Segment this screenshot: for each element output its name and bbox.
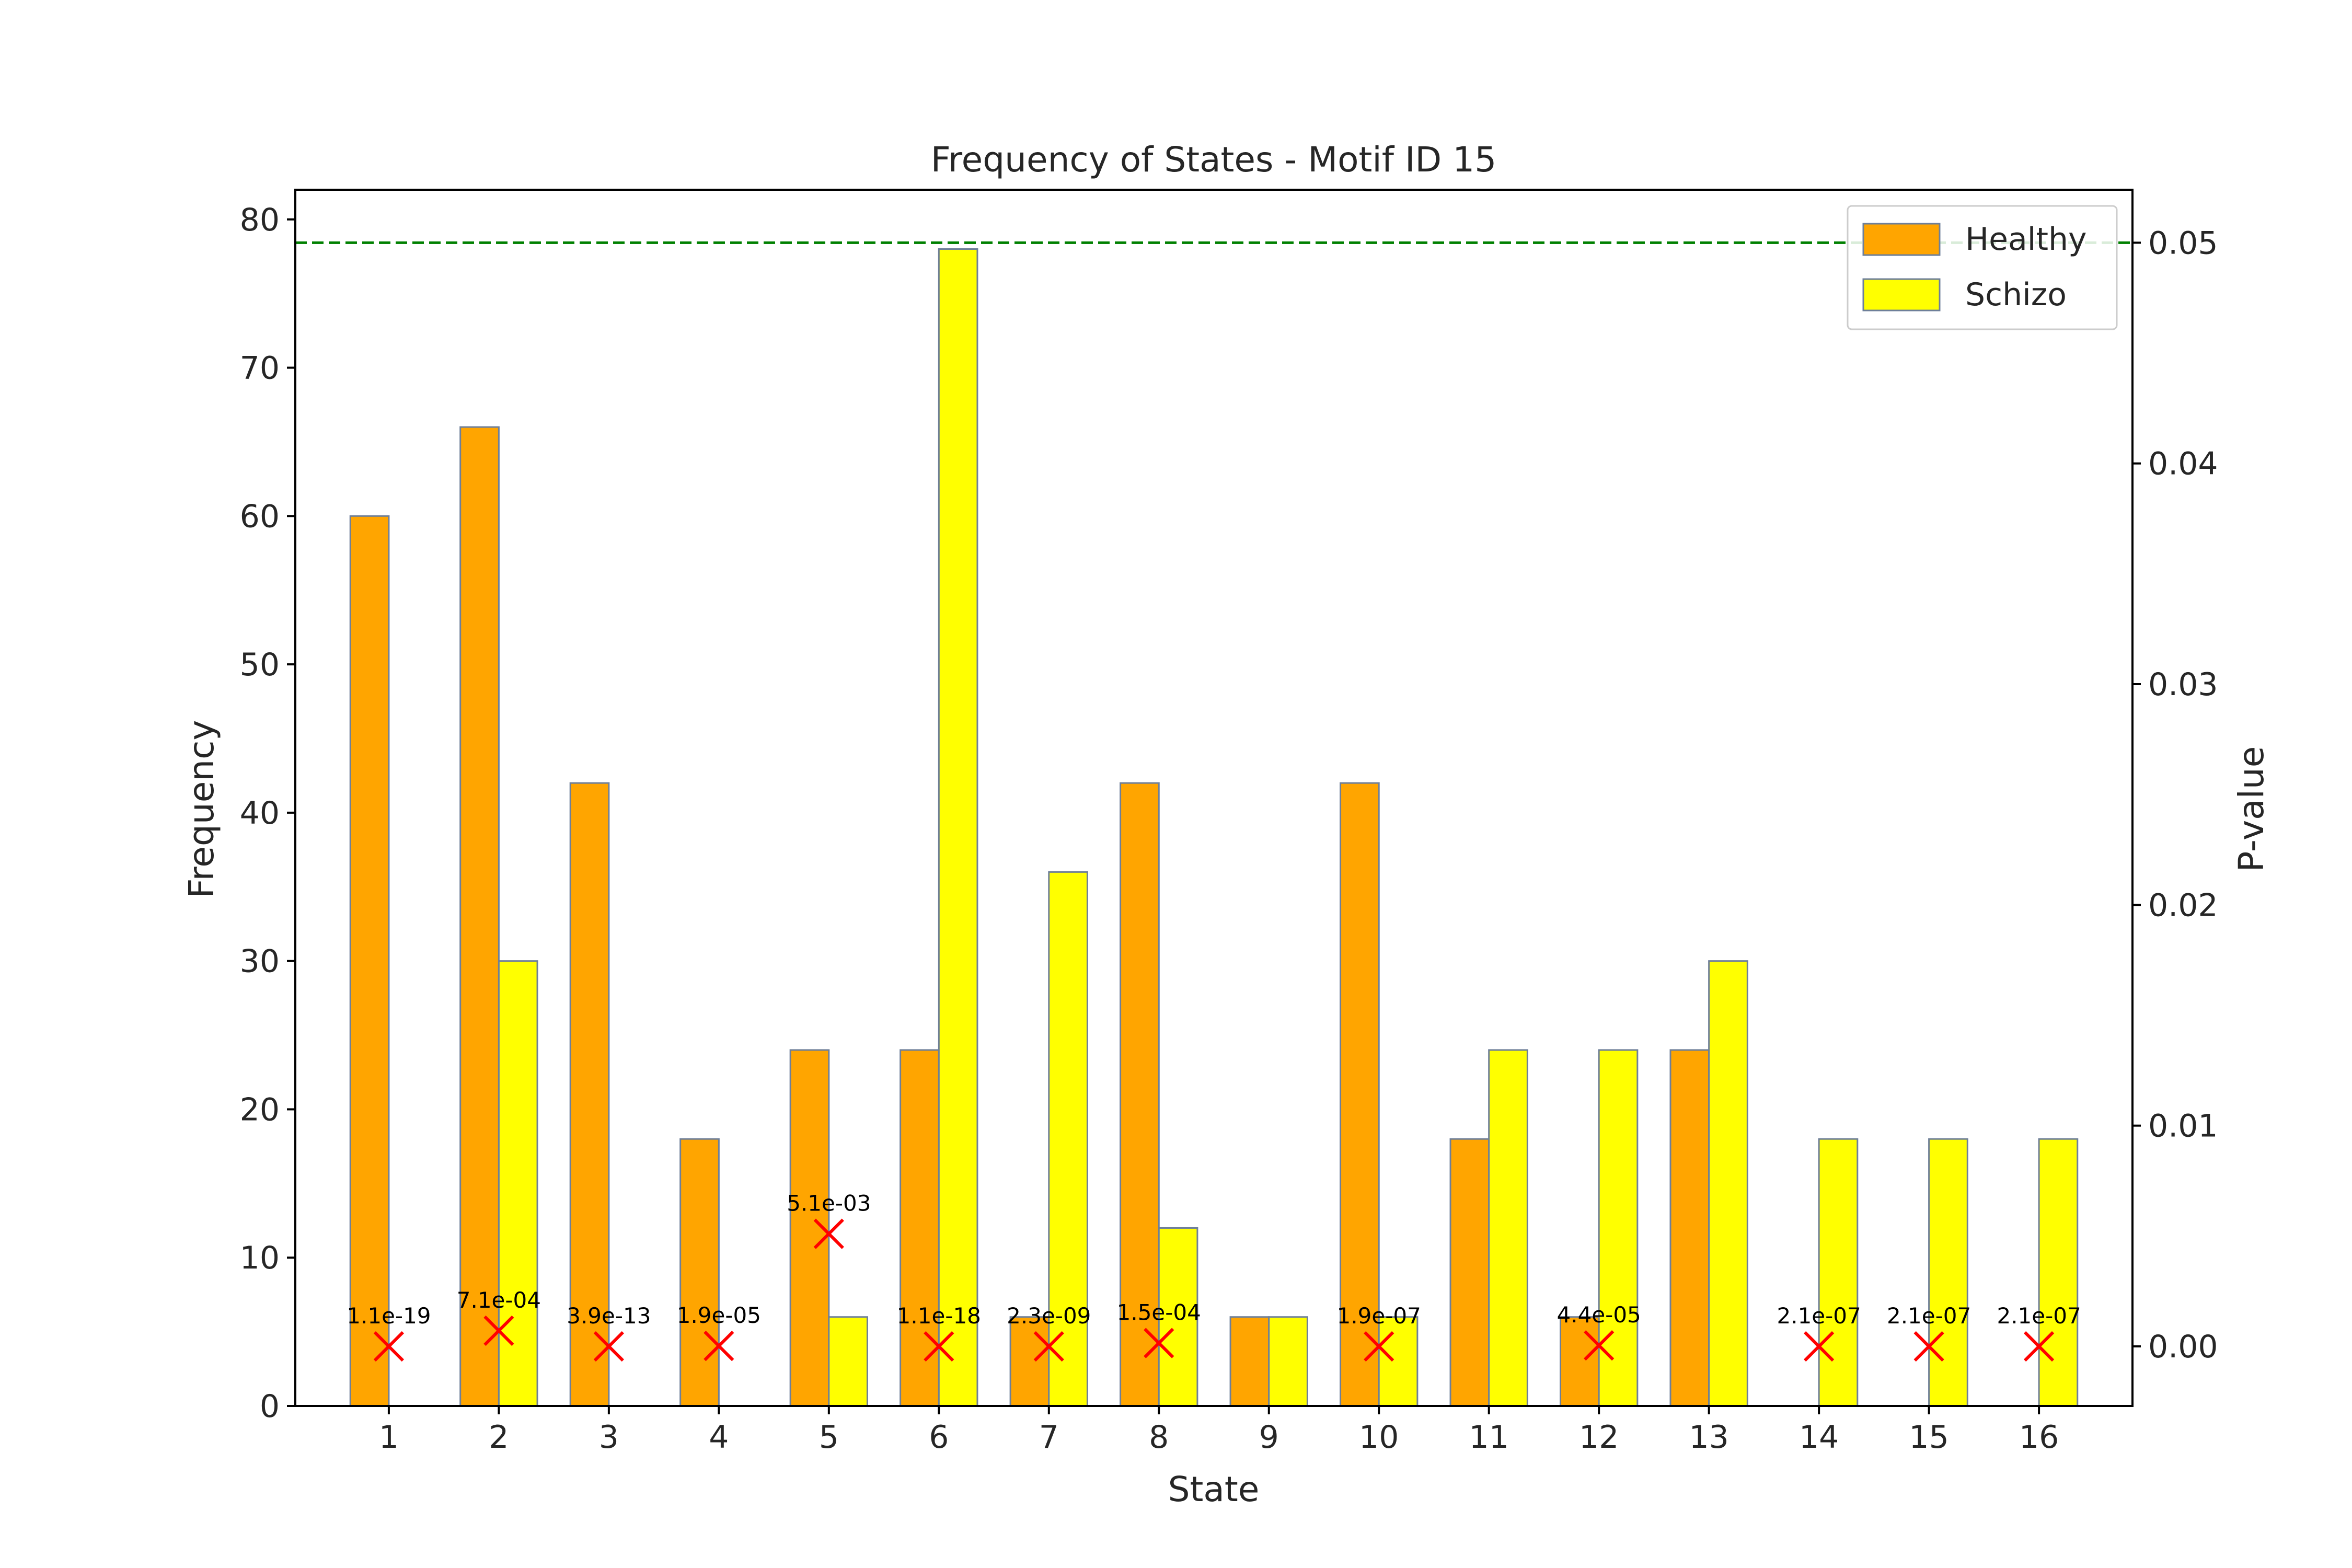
y-tick-label: 0	[260, 1388, 280, 1425]
x-tick-label: 8	[1149, 1419, 1169, 1456]
plot-frame	[294, 189, 2134, 1407]
y2-axis-label: P-value	[2231, 746, 2272, 872]
y-tick-label: 80	[240, 202, 280, 238]
y-axis-label: Frequency	[181, 720, 222, 898]
pvalue-label-state-2: 7.1e-04	[457, 1287, 541, 1313]
x-tick-label: 12	[1579, 1419, 1619, 1456]
y2-tick-label: 0.02	[2148, 887, 2218, 924]
y-tick-label: 10	[240, 1240, 280, 1276]
pvalue-label-state-5: 5.1e-03	[787, 1191, 871, 1216]
pvalue-marker-state-10	[1364, 1331, 1394, 1362]
pvalue-label-state-1: 1.1e-19	[347, 1303, 431, 1329]
legend-swatch-schizo	[1862, 278, 1941, 312]
pvalue-label-state-16: 2.1e-07	[1997, 1303, 2081, 1329]
pvalue-marker-state-4	[704, 1331, 734, 1362]
legend-label-schizo: Schizo	[1965, 276, 2067, 313]
bar-schizo-state-8	[1158, 1227, 1198, 1407]
pvalue-marker-state-5	[813, 1218, 844, 1249]
y-tick-label: 20	[240, 1091, 280, 1128]
bar-healthy-state-13	[1669, 1049, 1710, 1407]
bar-healthy-state-2	[459, 426, 500, 1407]
bar-schizo-state-13	[1708, 960, 1748, 1407]
bar-schizo-state-5	[828, 1316, 868, 1407]
bar-schizo-state-16	[2038, 1138, 2079, 1407]
pvalue-marker-state-8	[1144, 1328, 1174, 1358]
pvalue-marker-state-14	[1804, 1331, 1835, 1362]
pvalue-label-state-8: 1.5e-04	[1117, 1300, 1201, 1325]
bar-schizo-state-14	[1818, 1138, 1859, 1407]
y2-tick-label: 0.00	[2148, 1329, 2218, 1365]
bar-healthy-state-1	[349, 515, 390, 1407]
bar-schizo-state-10	[1378, 1316, 1419, 1407]
x-tick-label: 10	[1359, 1419, 1399, 1456]
x-tick-label: 9	[1259, 1419, 1279, 1456]
bar-schizo-state-12	[1598, 1049, 1639, 1407]
bar-schizo-state-6	[938, 248, 978, 1407]
y-tick-label: 30	[240, 943, 280, 980]
x-axis-label: State	[1168, 1469, 1260, 1509]
bar-schizo-state-2	[498, 960, 538, 1407]
legend: Healthy Schizo	[1847, 205, 2118, 330]
bar-healthy-state-10	[1340, 782, 1380, 1407]
legend-label-healthy: Healthy	[1965, 221, 2087, 258]
bar-healthy-state-4	[679, 1138, 720, 1407]
pvalue-label-state-12: 4.4e-05	[1557, 1302, 1641, 1328]
x-tick-label: 7	[1039, 1419, 1059, 1456]
bar-healthy-state-8	[1120, 782, 1160, 1407]
pvalue-marker-state-3	[593, 1331, 624, 1362]
x-tick-label: 1	[379, 1419, 399, 1456]
pvalue-marker-state-16	[2023, 1331, 2055, 1362]
pvalue-marker-state-2	[483, 1315, 514, 1346]
pvalue-label-state-15: 2.1e-07	[1887, 1303, 1971, 1329]
pvalue-label-state-10: 1.9e-07	[1337, 1303, 1421, 1329]
y-tick-label: 50	[240, 647, 280, 683]
bar-healthy-state-11	[1449, 1138, 1490, 1407]
bar-schizo-state-7	[1048, 871, 1088, 1407]
bar-schizo-state-9	[1268, 1316, 1308, 1407]
x-tick-label: 13	[1689, 1419, 1728, 1456]
x-tick-label: 14	[1799, 1419, 1839, 1456]
y2-tick-label: 0.03	[2148, 666, 2218, 703]
legend-swatch-healthy	[1862, 223, 1941, 256]
x-tick-label: 6	[929, 1419, 949, 1456]
y2-tick-label: 0.04	[2148, 446, 2218, 482]
y-tick-label: 60	[240, 498, 280, 535]
pvalue-label-state-3: 3.9e-13	[567, 1303, 651, 1329]
pvalue-marker-state-12	[1584, 1330, 1615, 1361]
pvalue-label-state-7: 2.3e-09	[1007, 1303, 1091, 1329]
y2-tick-label: 0.01	[2148, 1108, 2218, 1145]
x-tick-label: 4	[709, 1419, 729, 1456]
x-tick-label: 2	[489, 1419, 509, 1456]
pvalue-label-state-14: 2.1e-07	[1777, 1303, 1861, 1329]
x-tick-label: 5	[819, 1419, 839, 1456]
bar-healthy-state-9	[1229, 1316, 1270, 1407]
bar-healthy-state-12	[1560, 1316, 1600, 1407]
x-tick-label: 3	[599, 1419, 619, 1456]
plot-area: 1.1e-19 7.1e-04 3.9e-13 1.9e-05 5.1e-03 1.1e-…	[240, 189, 2218, 1456]
pvalue-marker-state-6	[924, 1331, 954, 1362]
pvalue-marker-state-1	[373, 1331, 405, 1362]
pvalue-marker-state-15	[1913, 1331, 1944, 1362]
x-tick-label: 11	[1469, 1419, 1509, 1456]
y2-tick-label: 0.05	[2148, 225, 2218, 261]
bar-schizo-state-11	[1488, 1049, 1528, 1407]
bar-healthy-state-3	[569, 782, 610, 1407]
x-tick-label: 16	[2019, 1419, 2059, 1456]
x-tick-label: 15	[1909, 1419, 1949, 1456]
bar-schizo-state-15	[1928, 1138, 1968, 1407]
pvalue-marker-state-7	[1033, 1331, 1064, 1362]
y-tick-label: 40	[240, 795, 280, 832]
pvalue-label-state-4: 1.9e-05	[677, 1302, 761, 1328]
chart-title: Frequency of States - Motif ID 15	[931, 140, 1496, 180]
pvalue-label-state-6: 1.1e-18	[897, 1303, 981, 1329]
bar-healthy-state-7	[1009, 1316, 1050, 1407]
y-tick-label: 70	[240, 350, 280, 387]
